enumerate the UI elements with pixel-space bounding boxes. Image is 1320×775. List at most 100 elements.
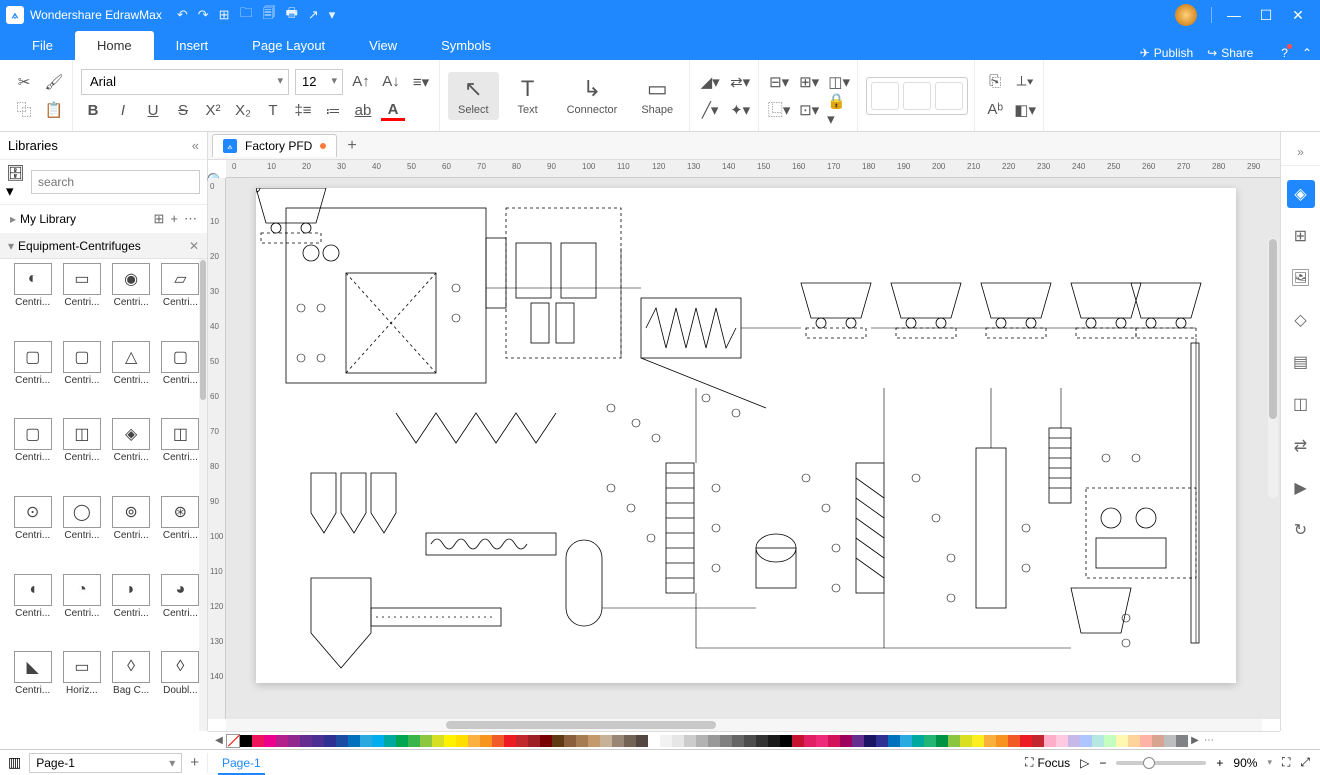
color-swatch[interactable] xyxy=(828,735,840,747)
search-input[interactable] xyxy=(31,170,200,194)
shape-item[interactable]: ◣Centri... xyxy=(10,651,55,727)
color-swatch[interactable] xyxy=(420,735,432,747)
shape-item[interactable]: ▭Horiz... xyxy=(59,651,104,727)
shuffle-pane-icon[interactable]: ⇄ xyxy=(1287,432,1315,460)
shape-item[interactable]: ◊Doubl... xyxy=(158,651,203,727)
italic-icon[interactable]: I xyxy=(111,99,135,123)
color-swatch[interactable] xyxy=(300,735,312,747)
tab-view[interactable]: View xyxy=(347,31,419,60)
share-button[interactable]: ↪ Share xyxy=(1207,46,1253,60)
color-swatch[interactable] xyxy=(360,735,372,747)
expand-panel-icon[interactable]: » xyxy=(1281,138,1320,166)
shape-item[interactable]: ◯Centri... xyxy=(59,496,104,572)
line-icon[interactable]: ╱▾ xyxy=(698,98,722,122)
increase-font-icon[interactable]: A↑ xyxy=(349,70,373,94)
size-icon[interactable]: ◫▾ xyxy=(827,70,851,94)
conn-style-icon[interactable]: ⇄▾ xyxy=(728,70,752,94)
align-icon[interactable]: ⊟▾ xyxy=(767,70,791,94)
collapse-ribbon-icon[interactable]: ⌃ xyxy=(1302,46,1312,60)
page-icon[interactable]: ◧▾ xyxy=(1013,98,1037,122)
chart-pane-icon[interactable]: ◫ xyxy=(1287,390,1315,418)
shape-item[interactable]: ◊Bag C... xyxy=(109,651,154,727)
open-icon[interactable]: 🗀 xyxy=(240,4,253,26)
shape-item[interactable]: ◫Centri... xyxy=(158,418,203,494)
layer-icon[interactable]: ⊡▾ xyxy=(797,98,821,122)
color-swatch[interactable] xyxy=(756,735,768,747)
page[interactable] xyxy=(256,188,1236,683)
color-swatch[interactable] xyxy=(600,735,612,747)
color-swatch[interactable] xyxy=(288,735,300,747)
lock-icon[interactable]: 🔒▾ xyxy=(827,98,851,122)
format-painter-icon[interactable]: 🖌 xyxy=(42,70,66,94)
color-swatch[interactable] xyxy=(720,735,732,747)
color-swatch[interactable] xyxy=(552,735,564,747)
color-swatch[interactable] xyxy=(252,735,264,747)
color-swatch[interactable] xyxy=(492,735,504,747)
color-swatch[interactable] xyxy=(636,735,648,747)
color-swatch[interactable] xyxy=(1080,735,1092,747)
color-swatch[interactable] xyxy=(588,735,600,747)
color-swatch[interactable] xyxy=(624,735,636,747)
color-swatch[interactable] xyxy=(1104,735,1116,747)
color-swatch[interactable] xyxy=(348,735,360,747)
export-icon[interactable]: ↗ xyxy=(308,7,319,23)
collapse-sidebar-icon[interactable]: « xyxy=(192,138,199,153)
canvas-vertical-scrollbar[interactable] xyxy=(1268,238,1278,498)
line-spacing-icon[interactable]: ‡≡ xyxy=(291,99,315,123)
no-fill-swatch[interactable] xyxy=(226,734,240,748)
color-swatch[interactable] xyxy=(1152,735,1164,747)
tab-home[interactable]: Home xyxy=(75,31,154,60)
color-swatch[interactable] xyxy=(528,735,540,747)
color-swatch[interactable] xyxy=(648,735,660,747)
connector-tool[interactable]: ↳Connector xyxy=(557,72,628,120)
font-color-icon[interactable]: A xyxy=(381,101,405,121)
close-category-icon[interactable]: ✕ xyxy=(189,239,199,253)
print-icon[interactable]: 🖶 xyxy=(286,4,298,26)
shape-item[interactable]: ◐Centri... xyxy=(10,263,55,339)
zoom-in-icon[interactable]: + xyxy=(1216,756,1223,770)
conn-point-icon[interactable]: ✦▾ xyxy=(728,98,752,122)
shape-item[interactable]: ⊛Centri... xyxy=(158,496,203,572)
minimize-button[interactable]: — xyxy=(1218,7,1250,23)
color-swatch[interactable] xyxy=(912,735,924,747)
more-icon[interactable]: ▾ xyxy=(329,7,336,23)
tab-insert[interactable]: Insert xyxy=(154,31,231,60)
shape-item[interactable]: ◔Centri... xyxy=(59,574,104,650)
focus-mode-button[interactable]: ⛶ Focus xyxy=(1025,755,1070,770)
select-tool[interactable]: ↖Select xyxy=(448,72,499,120)
add-lib-icon[interactable]: + xyxy=(170,211,178,227)
color-swatch[interactable] xyxy=(324,735,336,747)
color-swatch[interactable] xyxy=(612,735,624,747)
close-button[interactable]: ✕ xyxy=(1282,7,1314,24)
shape-item[interactable]: ◉Centri... xyxy=(109,263,154,339)
color-swatch[interactable] xyxy=(780,735,792,747)
color-swatch[interactable] xyxy=(372,735,384,747)
lib-settings-icon[interactable]: ⋯ xyxy=(184,211,197,227)
page-selector[interactable]: Page-1▾ xyxy=(29,753,182,773)
color-swatch[interactable] xyxy=(1140,735,1152,747)
strike-icon[interactable]: S xyxy=(171,99,195,123)
fullscreen-icon[interactable]: ⤢ xyxy=(1300,755,1310,770)
shape-item[interactable]: △Centri... xyxy=(109,341,154,417)
add-page-icon[interactable]: + xyxy=(190,754,199,771)
save-icon[interactable]: 🗐 xyxy=(263,4,276,26)
history-pane-icon[interactable]: ↻ xyxy=(1287,516,1315,544)
shape-item[interactable]: ▢Centri... xyxy=(10,418,55,494)
colorstrip-left-icon[interactable]: ◀ xyxy=(212,735,226,746)
new-lib-icon[interactable]: ⊞ xyxy=(154,211,165,227)
color-swatch[interactable] xyxy=(1164,735,1176,747)
underline-icon[interactable]: U xyxy=(141,99,165,123)
color-swatch[interactable] xyxy=(672,735,684,747)
shape-item[interactable]: ▭Centri... xyxy=(59,263,104,339)
color-swatch[interactable] xyxy=(696,735,708,747)
page-tab[interactable]: Page-1 xyxy=(208,750,275,775)
canvas-horizontal-scrollbar[interactable] xyxy=(226,719,1262,731)
shape-item[interactable]: ⊙Centri... xyxy=(10,496,55,572)
color-swatch[interactable] xyxy=(1056,735,1068,747)
tab-page-layout[interactable]: Page Layout xyxy=(230,31,347,60)
color-swatch[interactable] xyxy=(516,735,528,747)
color-swatch[interactable] xyxy=(540,735,552,747)
color-swatch[interactable] xyxy=(708,735,720,747)
shape-item[interactable]: ◕Centri... xyxy=(158,574,203,650)
color-swatch[interactable] xyxy=(936,735,948,747)
